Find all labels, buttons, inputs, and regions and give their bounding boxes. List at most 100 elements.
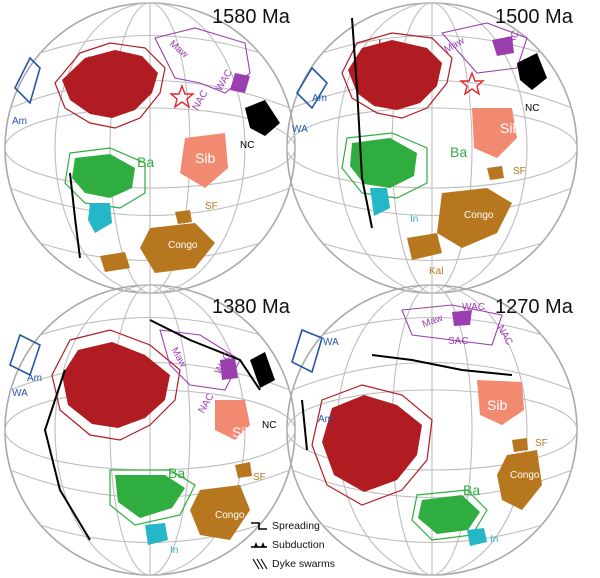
subduction-line xyxy=(351,17,373,229)
label-am-1270: Am xyxy=(318,414,333,425)
siberia-craton xyxy=(477,380,524,425)
legend-spreading-label: Spreading xyxy=(272,520,320,532)
northchina-block xyxy=(250,352,275,388)
india-block xyxy=(370,188,390,216)
label-wa-1500: WA xyxy=(292,124,308,135)
panel-age-1500: 1500 Ma xyxy=(495,6,573,28)
amazonia-block xyxy=(295,66,329,110)
panel-age-1580: 1580 Ma xyxy=(212,6,290,28)
label-nc-1580: NC xyxy=(240,140,255,151)
australia-block xyxy=(220,358,238,380)
sf-block xyxy=(487,166,504,180)
baltica-outline xyxy=(341,132,428,199)
label-in-1500: In xyxy=(410,214,419,225)
australia-outline xyxy=(401,304,503,346)
dyke-swarms-symbol-icon xyxy=(252,558,268,570)
laurentia-outline xyxy=(54,42,166,129)
amazonia-block xyxy=(291,328,323,374)
australia-block xyxy=(492,36,514,56)
label-nc-1500: NC xyxy=(525,103,540,114)
label-in-1380: In xyxy=(170,545,179,556)
star-marker xyxy=(459,71,485,96)
india-block xyxy=(88,203,112,233)
sf-block xyxy=(512,438,528,452)
label-sib-1500: Sib xyxy=(500,120,521,136)
spreading-symbol-icon xyxy=(251,522,267,530)
baltica-craton xyxy=(350,138,417,188)
label-la-1380: La xyxy=(88,362,104,378)
australia-outline xyxy=(440,22,528,74)
india-block xyxy=(467,528,487,546)
laurentia-outline xyxy=(341,32,453,119)
subduction-line xyxy=(43,369,91,541)
sf-block xyxy=(235,462,252,478)
siberia-craton xyxy=(472,108,517,158)
baltica-craton xyxy=(72,154,135,198)
laurentia-craton xyxy=(322,395,422,492)
siberia-craton xyxy=(215,400,250,440)
label-congo-1380: Congo xyxy=(215,510,245,521)
label-sib-1580: Sib xyxy=(195,150,216,166)
australia-block xyxy=(230,73,250,93)
sf-block xyxy=(175,210,192,224)
siberia-craton xyxy=(180,133,228,188)
label-am-1380: Am xyxy=(27,373,42,384)
label-ba-1500: Ba xyxy=(450,144,468,160)
label-sac-1270: SAC xyxy=(448,336,469,347)
australia-outline xyxy=(159,329,241,391)
laurentia-craton xyxy=(62,50,158,118)
legend-subduction: Subduction xyxy=(250,537,325,553)
label-am-1500: Am xyxy=(312,93,327,104)
label-sib-1270: Sib xyxy=(487,397,508,413)
laurentia-outline xyxy=(51,329,181,441)
baltica-outline xyxy=(64,147,146,209)
label-wa-1380: WA xyxy=(12,388,28,399)
panel-age-1270: 1270 Ma xyxy=(495,296,573,318)
legend-subduction-label: Subduction xyxy=(272,539,325,551)
panel-1500 xyxy=(286,2,578,294)
laurentia-outline xyxy=(311,384,433,506)
legend-dyke-label: Dyke swarms xyxy=(272,558,336,570)
panel-1270 xyxy=(286,284,578,576)
congo-craton xyxy=(140,223,215,273)
label-wa-1270: WA xyxy=(323,337,339,348)
label-la-1500: La xyxy=(378,36,394,52)
panel-1380 xyxy=(4,284,296,576)
spreading-line xyxy=(149,319,261,391)
label-am-1580: Am xyxy=(12,116,27,127)
subduction-line xyxy=(69,172,81,259)
label-congo-1580: Congo xyxy=(168,240,198,251)
legend-dyke: Dyke swarms xyxy=(250,556,335,572)
legend-spreading: Spreading xyxy=(250,518,320,534)
label-la-1580: La xyxy=(87,53,103,69)
label-ba-1380: Ba xyxy=(168,465,186,481)
kalahari-block xyxy=(100,252,130,272)
label-wac-1270: WAC xyxy=(462,302,485,313)
label-congo-1500: Congo xyxy=(464,210,494,221)
amazonia-block xyxy=(14,56,41,105)
subduction-symbol-icon xyxy=(251,542,267,548)
northchina-block xyxy=(245,100,280,136)
congo-craton xyxy=(190,485,250,540)
baltica-craton xyxy=(115,475,185,518)
label-nc-1380: NC xyxy=(262,420,277,431)
spreading-line xyxy=(371,354,513,376)
baltica-outline xyxy=(109,469,196,526)
panel-1580 xyxy=(4,2,296,294)
panel-age-1380: 1380 Ma xyxy=(212,296,290,318)
label-in-1580: In xyxy=(100,210,109,221)
subduction-line xyxy=(301,399,308,451)
label-sib-1380: Sib xyxy=(232,424,253,440)
congo-craton xyxy=(437,188,512,248)
baltica-craton xyxy=(418,495,480,534)
laurentia-craton xyxy=(348,40,442,110)
northchina-block xyxy=(517,53,547,90)
label-congo-1270: Congo xyxy=(510,470,540,481)
amazonia-block xyxy=(9,333,41,377)
label-sf-1500: SF xyxy=(513,166,526,177)
label-sf-1270: SF xyxy=(535,438,548,449)
india-block xyxy=(145,523,168,545)
congo-craton xyxy=(497,450,542,510)
label-kal-1500: Kal xyxy=(429,266,444,277)
